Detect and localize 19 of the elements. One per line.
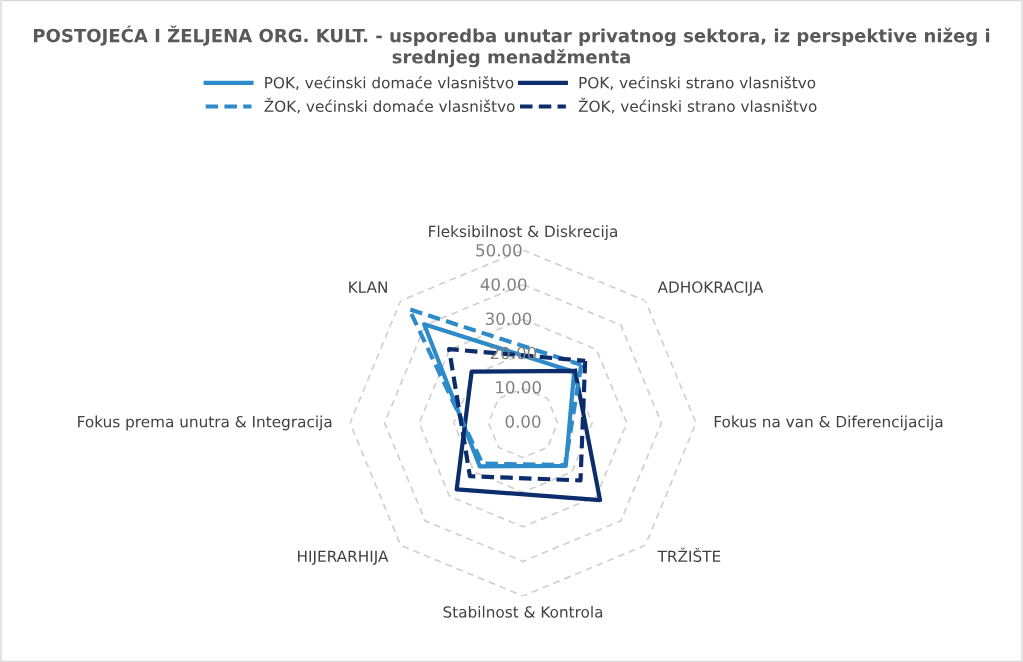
legend-label: POK, većinski domaće vlasništvo: [265, 76, 514, 91]
legend-label: POK, većinski strano vlasništvo: [579, 76, 816, 91]
spoke-label: HIJERARHIJA: [298, 550, 389, 565]
spoke-label: TRŽIŠTE: [657, 547, 721, 562]
legend-label: ŽOK, većinski strano vlasništvo: [578, 97, 817, 114]
y-tick-label: 30.00: [485, 312, 532, 326]
y-tick-label: 0.00: [505, 415, 541, 428]
spoke-label: Stabilnost & Kontrola: [443, 605, 603, 618]
legend-label: ŽOK, većinski domaće vlasništvo: [264, 97, 515, 114]
y-tick-label: 40.00: [480, 278, 527, 291]
y-tick-label: 10.00: [496, 380, 541, 394]
spoke-label: Fleksibilnost & Diskrecija: [429, 225, 617, 241]
chart-title: POSTOJEĆA I ŽELJENA ORG. KULT. - usporedba unutar privatnog sektora, iz perspektive nižeg i srednjeg menadžmenta: [33, 25, 990, 68]
spoke-label: Fokus prema unutra & Integracija: [78, 415, 332, 431]
spoke-label: ADHOKRACIJA: [657, 281, 764, 296]
spoke-label: KLAN: [349, 281, 387, 293]
spoke-label: Fokus na van & Diferencijacija: [714, 415, 943, 431]
y-tick-label: 20.00: [490, 346, 537, 360]
y-tick-label: 50.00: [476, 243, 522, 257]
